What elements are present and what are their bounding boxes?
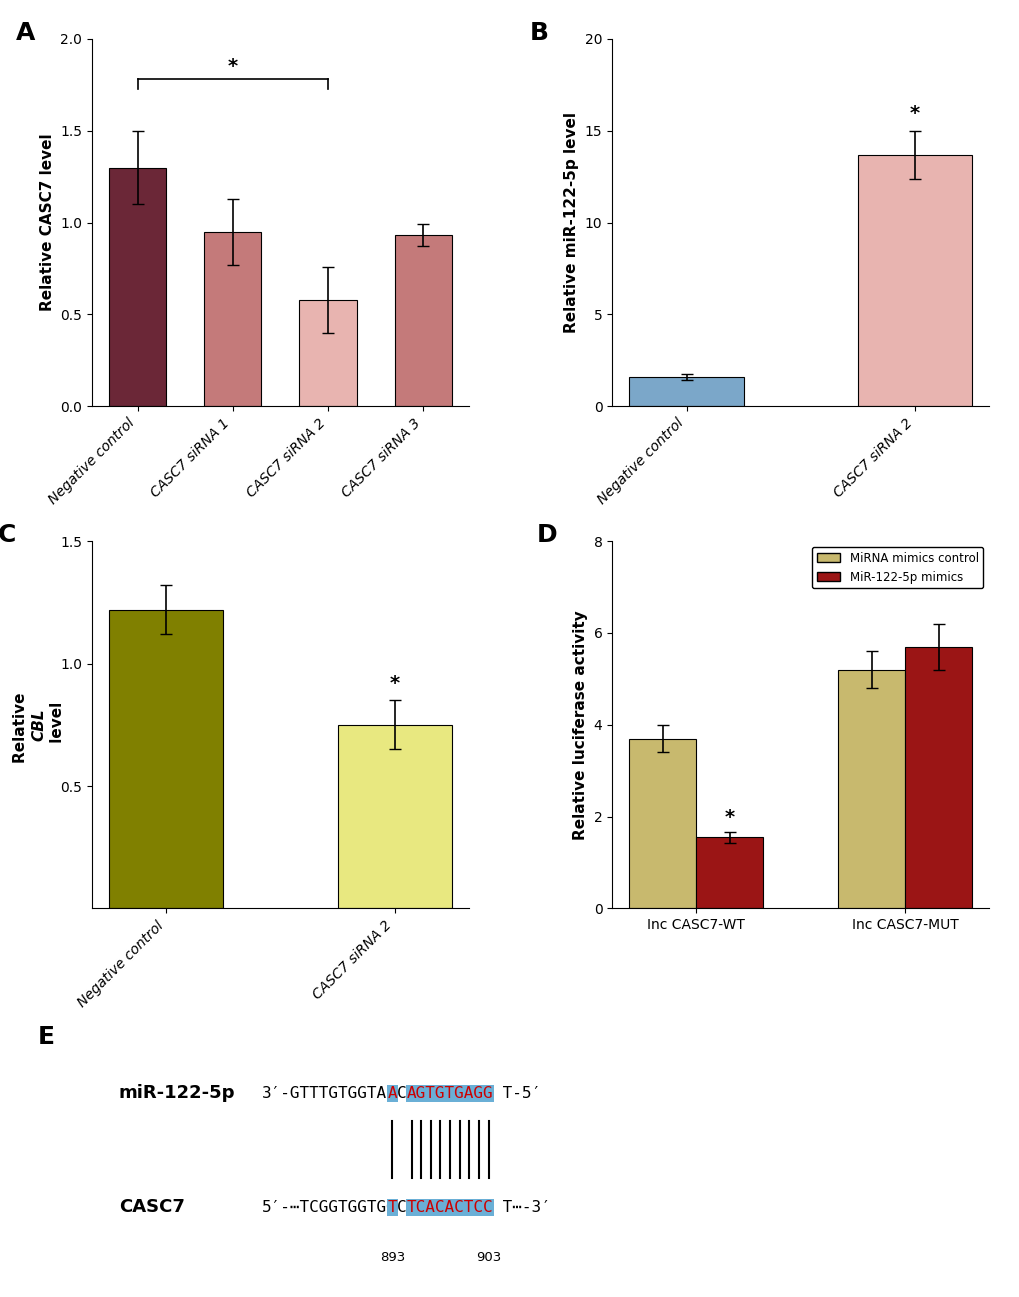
Text: T⋯-3′: T⋯-3′ <box>493 1200 550 1215</box>
Text: Relative: Relative <box>12 687 28 763</box>
Text: miR-122-5p: miR-122-5p <box>118 1084 235 1102</box>
Text: A: A <box>16 21 36 44</box>
Bar <box>300 300 357 406</box>
Text: E: E <box>38 1025 55 1049</box>
Text: 893: 893 <box>379 1252 405 1265</box>
Text: CBL: CBL <box>32 708 47 741</box>
Text: *: * <box>389 674 399 693</box>
Text: T-5′: T-5′ <box>493 1086 541 1101</box>
Y-axis label: Relative miR-122-5p level: Relative miR-122-5p level <box>564 112 579 333</box>
Text: AGTGTGAGG: AGTGTGAGG <box>407 1086 493 1101</box>
Text: D: D <box>536 523 557 547</box>
Text: A: A <box>387 1086 396 1101</box>
Bar <box>394 236 451 406</box>
Bar <box>838 669 905 908</box>
Legend: MiRNA mimics control, MiR-122-5p mimics: MiRNA mimics control, MiR-122-5p mimics <box>811 547 982 589</box>
Text: *: * <box>909 105 919 123</box>
Text: TCACACTCC: TCACACTCC <box>407 1200 493 1215</box>
Bar <box>629 377 743 406</box>
Bar <box>109 167 166 406</box>
Bar <box>905 647 971 908</box>
Bar <box>696 838 762 908</box>
Text: 903: 903 <box>476 1252 500 1265</box>
Bar <box>857 154 971 406</box>
Text: C: C <box>396 1200 407 1215</box>
Text: CASC7: CASC7 <box>118 1198 184 1217</box>
Bar <box>204 232 261 406</box>
Text: level: level <box>50 702 65 748</box>
Bar <box>109 610 223 908</box>
Text: C: C <box>396 1086 407 1101</box>
Text: T: T <box>387 1200 396 1215</box>
Text: 5′-⋯TCGGTGGTGG: 5′-⋯TCGGTGGTGG <box>262 1200 396 1215</box>
Text: *: * <box>723 808 734 827</box>
Bar <box>629 738 696 908</box>
Y-axis label: Relative luciferase activity: Relative luciferase activity <box>573 610 588 839</box>
Text: B: B <box>529 21 548 44</box>
Text: 3′-GTTTGTGGTA: 3′-GTTTGTGGTA <box>262 1086 387 1101</box>
Text: C: C <box>0 523 16 547</box>
Text: *: * <box>227 57 237 75</box>
Y-axis label: Relative CASC7 level: Relative CASC7 level <box>40 134 54 311</box>
Bar <box>337 725 451 908</box>
